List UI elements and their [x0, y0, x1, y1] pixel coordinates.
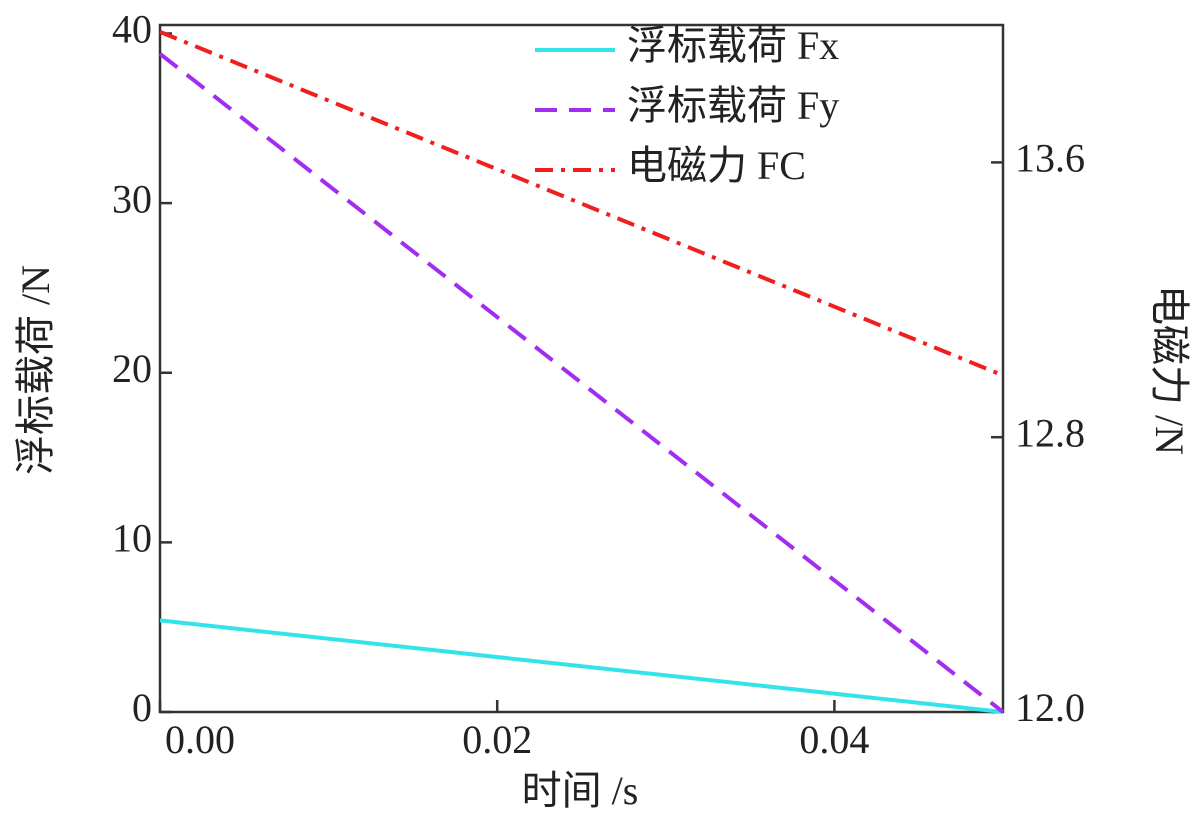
plot-frame	[158, 23, 1005, 714]
y-tick-label: 10	[112, 516, 152, 561]
y-tick-label: 20	[112, 346, 152, 391]
x-axis-label: 时间 /s	[522, 768, 639, 813]
y-tick-label: 30	[112, 176, 152, 221]
series-line	[159, 30, 1004, 378]
y2-tick-label: 12.0	[1015, 685, 1085, 730]
y2-tick-label: 12.8	[1015, 410, 1085, 455]
legend-label: 电磁力 FC	[627, 143, 806, 188]
series-line	[158, 52, 1005, 714]
y-tick-label: 0	[132, 685, 152, 730]
y-axis-label: 浮标载荷 /N	[13, 265, 58, 475]
y2-axis-label: 电磁力 /N	[1147, 285, 1192, 455]
x-tick-label: 0.04	[799, 717, 869, 762]
series-line	[159, 618, 1004, 714]
legend-label: 浮标载荷 Fy	[627, 83, 839, 128]
legend-label: 浮标载荷 Fx	[627, 23, 839, 68]
y2-tick-label: 13.6	[1015, 136, 1085, 181]
x-tick-label: 0.02	[462, 717, 532, 762]
y-tick-label: 40	[112, 7, 152, 52]
x-tick-label: 0.00	[165, 717, 235, 762]
